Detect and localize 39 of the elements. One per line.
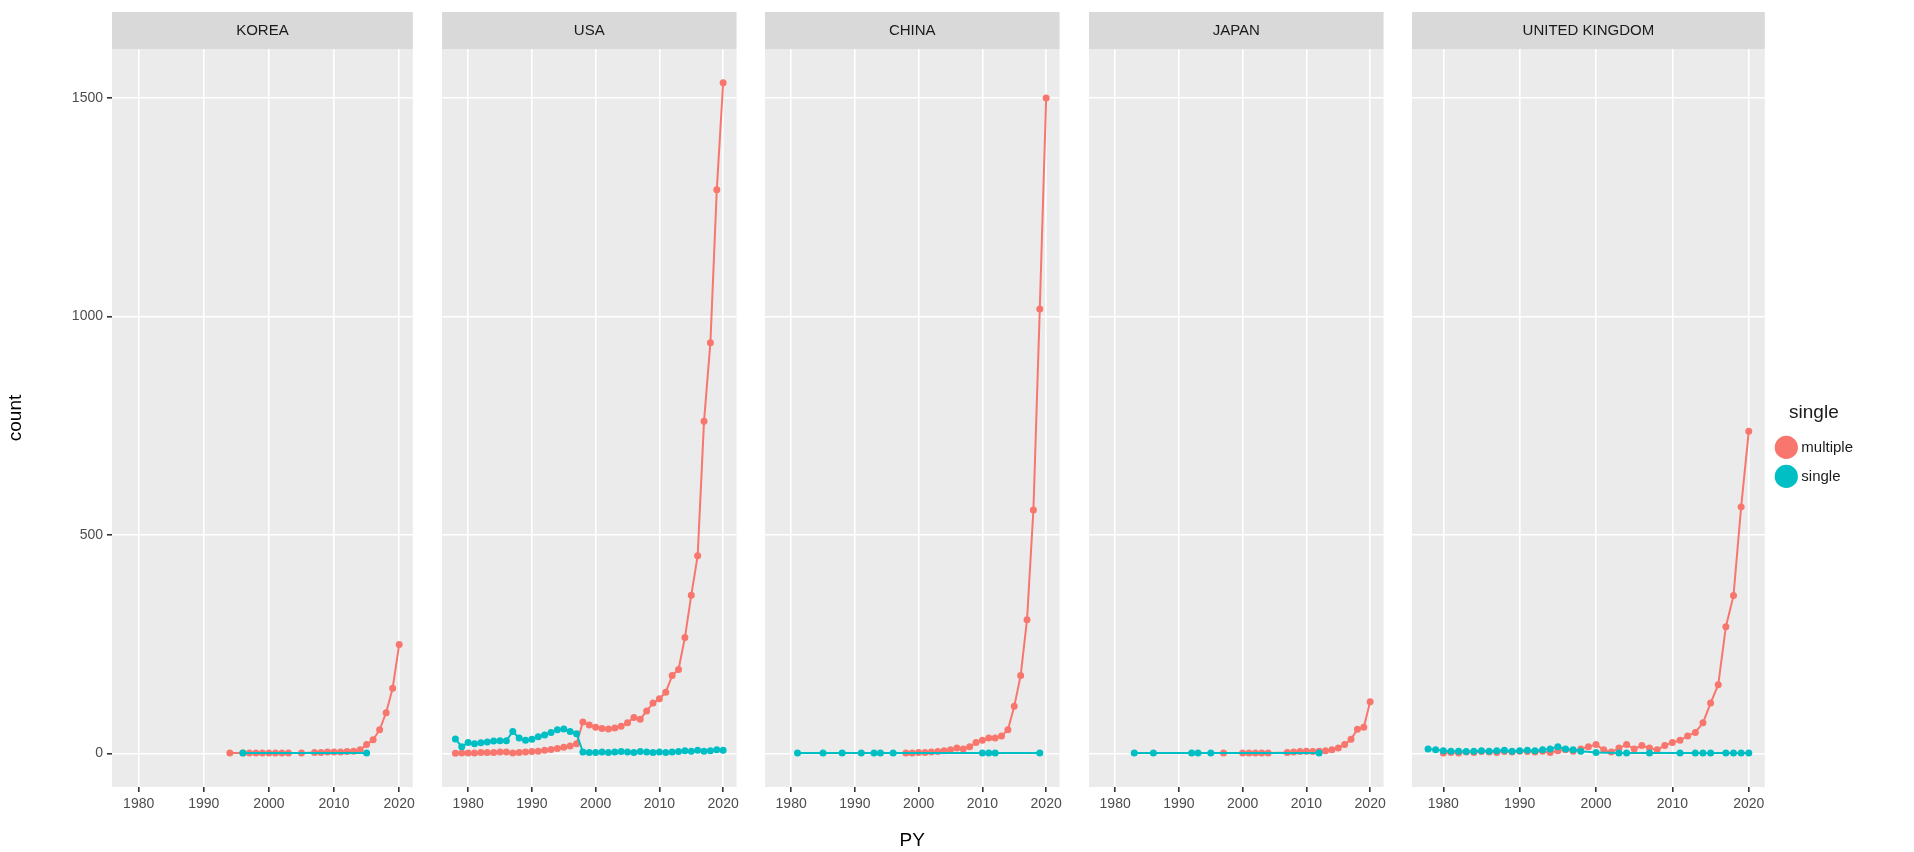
legend-label: single bbox=[1801, 466, 1841, 484]
x-tick-label: 2000 bbox=[579, 795, 611, 812]
x-tick-label: 2000 bbox=[903, 795, 935, 812]
x-tick-label: 1980 bbox=[1099, 795, 1131, 812]
x-axis-title: PY bbox=[899, 828, 926, 850]
x-tick-label: 2020 bbox=[1733, 795, 1765, 812]
chart-title: CHINA bbox=[888, 20, 936, 38]
x-tick-label: 1990 bbox=[188, 795, 220, 812]
x-tick-label: 1980 bbox=[1427, 795, 1460, 812]
x-tick-label: 2020 bbox=[707, 795, 739, 812]
y-tick-label: 500 bbox=[79, 525, 104, 542]
x-tick-label: 2010 bbox=[966, 795, 999, 812]
x-tick-label: 1980 bbox=[775, 795, 807, 812]
x-tick-label: 2010 bbox=[1290, 795, 1322, 812]
chart-title: JAPAN bbox=[1212, 20, 1260, 38]
y-tick-label: 1000 bbox=[71, 307, 104, 324]
x-tick-label: 2020 bbox=[383, 795, 415, 812]
x-tick-label: 2000 bbox=[1226, 795, 1258, 812]
chart-title: USA bbox=[573, 20, 605, 38]
chart-title: KOREA bbox=[236, 20, 289, 38]
x-tick-label: 1990 bbox=[1162, 795, 1195, 812]
x-tick-label: 2010 bbox=[643, 795, 675, 812]
x-tick-label: 1980 bbox=[452, 795, 484, 812]
x-tick-label: 2000 bbox=[253, 795, 285, 812]
legend-title: single bbox=[1789, 400, 1839, 422]
x-tick-label: 2020 bbox=[1354, 795, 1386, 812]
chart-title: UNITED KINGDOM bbox=[1522, 20, 1655, 38]
x-tick-label: 1990 bbox=[515, 795, 548, 812]
y-axis-title: count bbox=[3, 394, 25, 442]
y-tick-label: 0 bbox=[95, 744, 104, 761]
x-tick-label: 2010 bbox=[318, 795, 350, 812]
x-tick-label: 1990 bbox=[839, 795, 871, 812]
x-tick-label: 2010 bbox=[1656, 795, 1689, 812]
x-tick-label: 2000 bbox=[1580, 795, 1612, 812]
x-tick-label: 1980 bbox=[123, 795, 155, 812]
x-tick-label: 1990 bbox=[1504, 795, 1536, 812]
x-tick-label: 2020 bbox=[1030, 795, 1062, 812]
y-tick-label: 1500 bbox=[71, 88, 104, 105]
legend-label: multiple bbox=[1801, 437, 1853, 455]
